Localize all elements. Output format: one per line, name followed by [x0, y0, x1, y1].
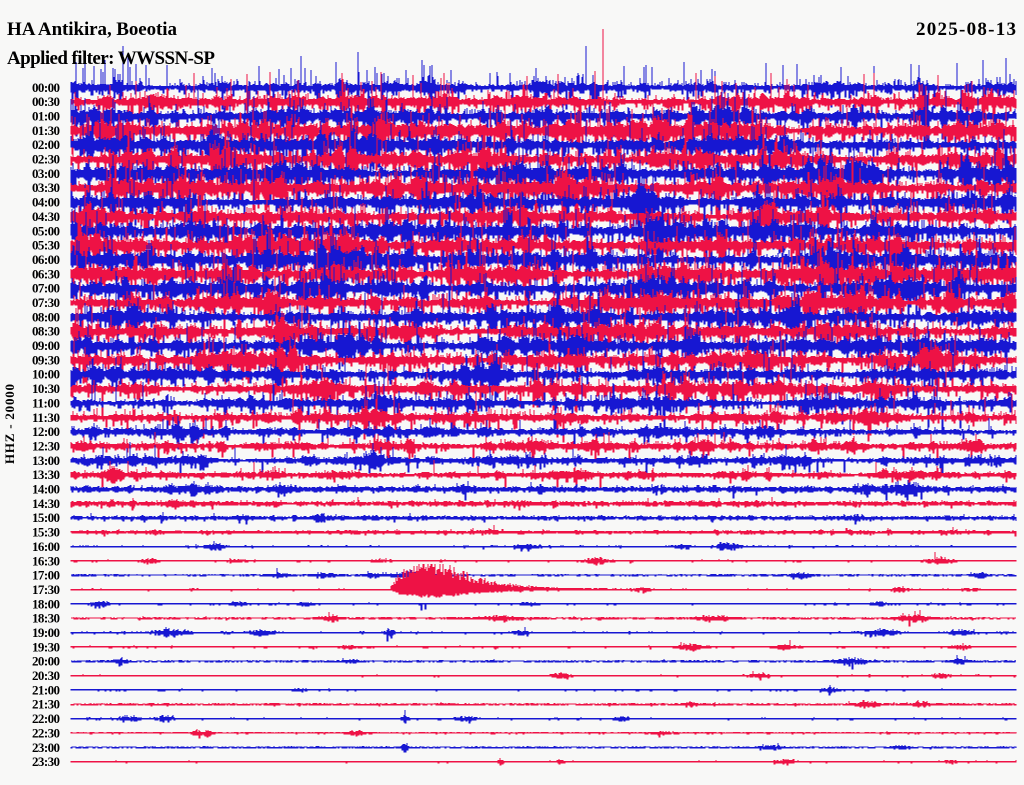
svg-text:17:00: 17:00: [32, 568, 60, 583]
svg-text:15:30: 15:30: [32, 525, 60, 540]
svg-text:02:30: 02:30: [32, 152, 60, 167]
svg-text:07:00: 07:00: [32, 281, 60, 296]
svg-text:14:00: 14:00: [32, 482, 60, 497]
svg-text:11:30: 11:30: [32, 410, 60, 425]
svg-text:2025-08-13: 2025-08-13: [916, 19, 1016, 40]
svg-text:05:00: 05:00: [32, 223, 60, 238]
svg-text:HA Antikira, Boeotia: HA Antikira, Boeotia: [7, 19, 178, 40]
svg-text:13:30: 13:30: [32, 467, 60, 482]
svg-text:Applied filter: WWSSN-SP: Applied filter: WWSSN-SP: [7, 48, 215, 69]
svg-text:08:30: 08:30: [32, 324, 60, 339]
svg-text:03:30: 03:30: [32, 180, 60, 195]
svg-text:09:00: 09:00: [32, 338, 60, 353]
svg-text:19:00: 19:00: [32, 625, 60, 640]
svg-text:06:30: 06:30: [32, 266, 60, 281]
svg-text:08:00: 08:00: [32, 309, 60, 324]
svg-text:04:00: 04:00: [32, 195, 60, 210]
svg-text:11:00: 11:00: [32, 395, 60, 410]
svg-text:23:30: 23:30: [32, 754, 60, 769]
svg-text:22:30: 22:30: [32, 725, 60, 740]
svg-text:10:00: 10:00: [32, 367, 60, 382]
svg-text:18:30: 18:30: [32, 611, 60, 626]
svg-text:16:00: 16:00: [32, 539, 60, 554]
svg-text:14:30: 14:30: [32, 496, 60, 511]
svg-text:23:00: 23:00: [32, 740, 60, 755]
svg-text:05:30: 05:30: [32, 238, 60, 253]
svg-text:19:30: 19:30: [32, 639, 60, 654]
svg-text:06:00: 06:00: [32, 252, 60, 267]
svg-text:HHZ - 20000: HHZ - 20000: [2, 384, 17, 464]
svg-text:21:00: 21:00: [32, 682, 60, 697]
svg-text:13:00: 13:00: [32, 453, 60, 468]
svg-text:17:30: 17:30: [32, 582, 60, 597]
svg-text:22:00: 22:00: [32, 711, 60, 726]
svg-text:09:30: 09:30: [32, 352, 60, 367]
svg-text:21:30: 21:30: [32, 697, 60, 712]
svg-text:04:30: 04:30: [32, 209, 60, 224]
svg-text:01:00: 01:00: [32, 109, 60, 124]
svg-text:16:30: 16:30: [32, 553, 60, 568]
svg-text:03:00: 03:00: [32, 166, 60, 181]
svg-text:15:00: 15:00: [32, 510, 60, 525]
svg-text:18:00: 18:00: [32, 596, 60, 611]
svg-text:02:00: 02:00: [32, 137, 60, 152]
svg-text:10:30: 10:30: [32, 381, 60, 396]
svg-text:20:00: 20:00: [32, 654, 60, 669]
svg-text:12:30: 12:30: [32, 439, 60, 454]
svg-text:01:30: 01:30: [32, 123, 60, 138]
svg-text:07:30: 07:30: [32, 295, 60, 310]
svg-text:12:00: 12:00: [32, 424, 60, 439]
svg-text:20:30: 20:30: [32, 668, 60, 683]
svg-text:00:00: 00:00: [32, 80, 60, 95]
svg-text:00:30: 00:30: [32, 94, 60, 109]
